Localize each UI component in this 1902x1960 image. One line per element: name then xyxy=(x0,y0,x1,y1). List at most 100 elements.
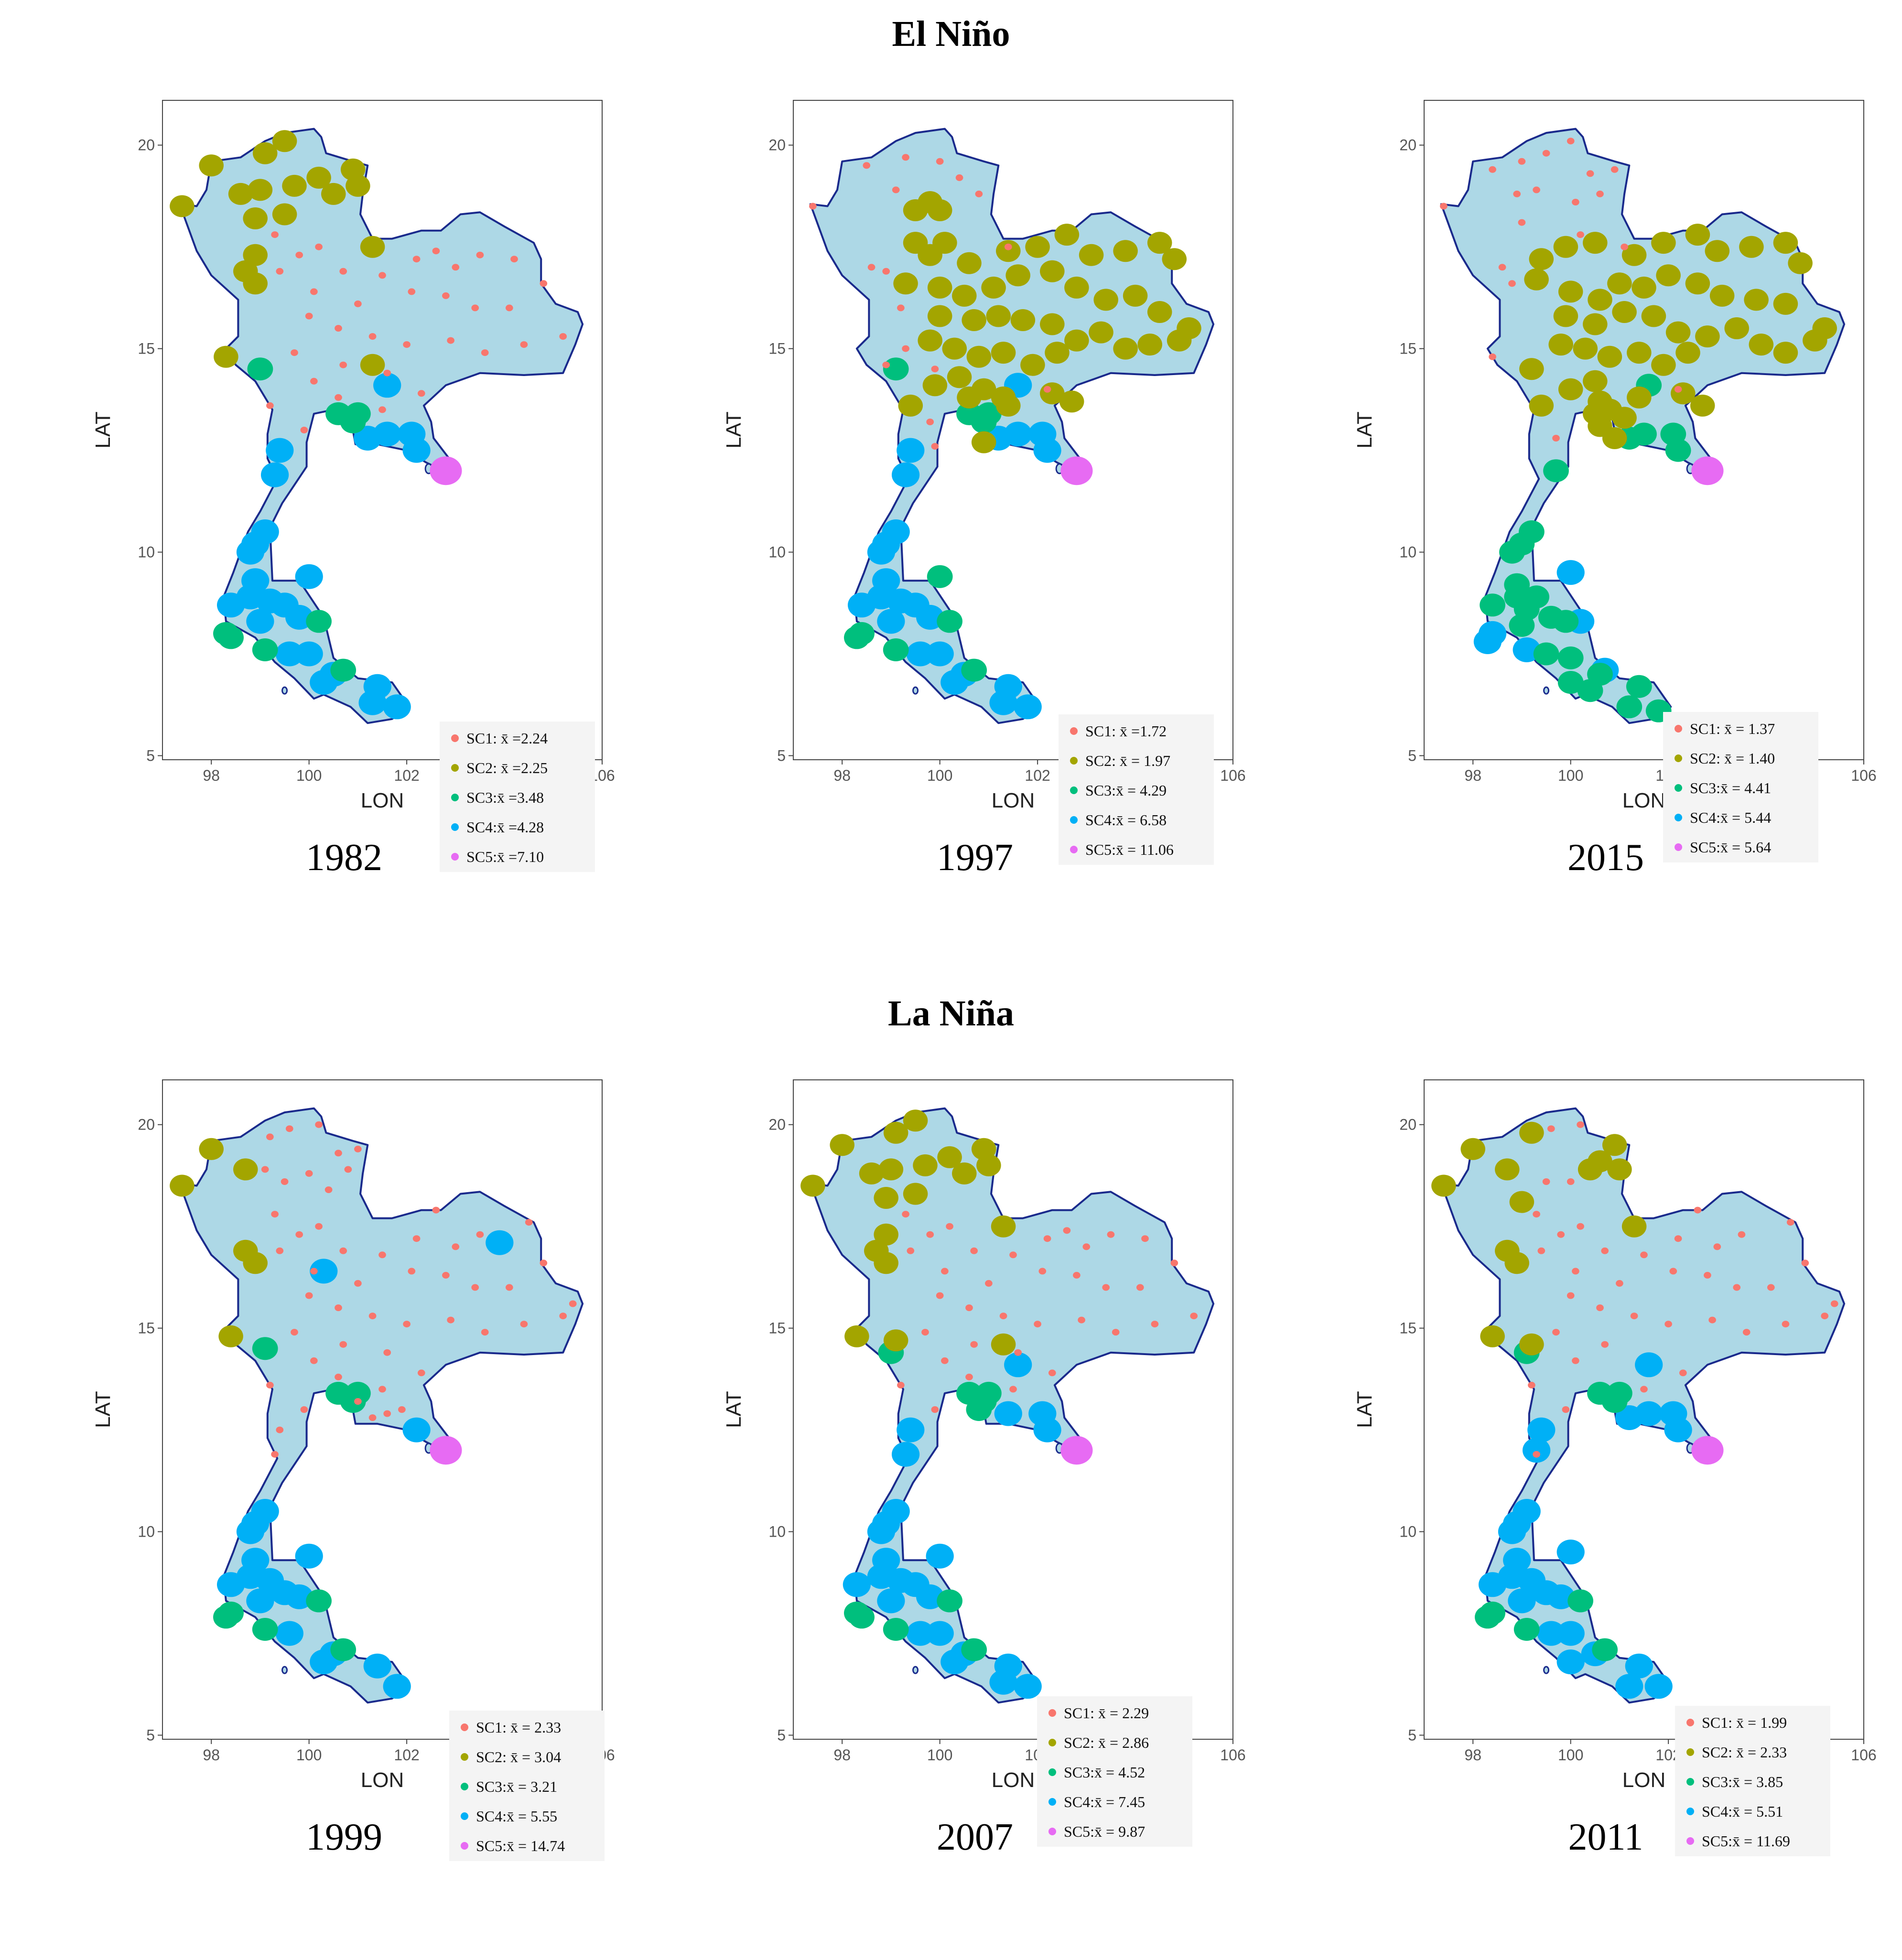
station-point-sc2 xyxy=(1553,236,1578,258)
x-tick-label: 100 xyxy=(1558,767,1583,784)
map-panel-1997: 981001021041065101520LONLATSC1: x̄ =1.72… xyxy=(688,81,1262,879)
station-point-sc2 xyxy=(1431,1174,1456,1197)
y-tick-label: 15 xyxy=(1399,340,1416,357)
y-axis-title: LAT xyxy=(1353,1391,1376,1428)
station-point-sc1 xyxy=(505,304,513,312)
station-point-sc2 xyxy=(1064,276,1089,299)
legend-box xyxy=(1037,1696,1192,1847)
year-caption: 2011 xyxy=(1568,1816,1643,1858)
station-point-sc1 xyxy=(383,369,391,377)
station-point-sc2 xyxy=(1519,1333,1544,1356)
station-point-sc2 xyxy=(800,1174,825,1197)
station-point-sc2 xyxy=(1529,394,1554,417)
x-axis-title: LON xyxy=(992,1768,1035,1792)
legend-box xyxy=(1059,714,1214,865)
station-point-sc1 xyxy=(339,268,347,275)
legend-label-sc1: SC1: x̄ =2.24 xyxy=(466,730,548,747)
station-point-sc4 xyxy=(383,694,411,720)
legend: SC1: x̄ = 1.99 SC2: x̄ = 2.33 SC3:x̄ = 3.8… xyxy=(1675,1706,1830,1856)
legend-box xyxy=(449,1711,605,1861)
legend-label-sc1: SC1: x̄ = 1.37 xyxy=(1690,720,1775,737)
station-point-sc1 xyxy=(344,1166,352,1173)
station-point-sc1 xyxy=(481,349,489,356)
station-point-sc1 xyxy=(1009,1386,1017,1393)
station-point-sc2 xyxy=(1548,334,1573,356)
station-point-sc1 xyxy=(310,377,318,385)
station-point-sc3 xyxy=(252,1337,278,1360)
station-point-sc1 xyxy=(970,1341,978,1348)
x-tick-label: 98 xyxy=(833,767,851,784)
station-point-sc3 xyxy=(218,626,244,649)
station-point-sc4 xyxy=(926,1621,954,1646)
station-point-sc1 xyxy=(975,190,983,197)
station-point-sc3 xyxy=(1631,422,1657,446)
station-point-sc2 xyxy=(966,345,992,368)
station-point-sc1 xyxy=(1674,1235,1682,1242)
station-point-sc3 xyxy=(306,1589,332,1613)
station-point-sc1 xyxy=(432,248,440,255)
station-point-sc1 xyxy=(931,366,939,373)
station-point-sc1 xyxy=(281,1178,289,1185)
station-point-sc1 xyxy=(310,1357,318,1364)
y-axis-title: LAT xyxy=(91,411,115,448)
y-axis-title: LAT xyxy=(722,411,746,448)
year-caption: 1982 xyxy=(306,837,382,879)
y-tick-label: 10 xyxy=(768,544,786,561)
legend-label-sc4: SC4:x̄ = 6.58 xyxy=(1085,811,1167,829)
x-tick-label: 102 xyxy=(394,1746,419,1764)
station-point-sc2 xyxy=(947,366,972,388)
legend-key-sc3 xyxy=(1686,1778,1694,1786)
station-point-sc3 xyxy=(883,357,909,381)
station-point-sc1 xyxy=(378,406,386,413)
station-point-sc4 xyxy=(358,690,387,715)
station-point-sc2 xyxy=(1583,370,1608,392)
station-point-sc5 xyxy=(1060,456,1093,485)
year-caption: 1997 xyxy=(937,837,1013,879)
station-point-sc1 xyxy=(452,1243,460,1250)
station-point-sc1 xyxy=(452,264,460,271)
station-point-sc1 xyxy=(1513,190,1521,197)
station-point-sc2 xyxy=(346,174,370,197)
station-point-sc3 xyxy=(961,1638,987,1661)
station-point-sc2 xyxy=(1588,1150,1612,1173)
station-point-sc1 xyxy=(339,361,347,368)
station-point-sc1 xyxy=(300,427,308,433)
legend-label-sc4: SC4:x̄ = 7.45 xyxy=(1064,1793,1145,1810)
station-point-sc1 xyxy=(261,1166,269,1173)
legend-label-sc1: SC1: x̄ = 2.33 xyxy=(476,1719,561,1736)
station-point-sc1 xyxy=(295,1231,303,1238)
station-point-sc2 xyxy=(1583,232,1608,254)
station-point-sc2 xyxy=(1665,321,1691,344)
station-point-sc2 xyxy=(170,1174,195,1197)
station-point-sc5 xyxy=(430,1436,462,1465)
station-point-sc2 xyxy=(874,1223,898,1246)
legend-key-sc5 xyxy=(1048,1828,1056,1835)
station-points xyxy=(170,130,567,720)
station-point-sc2 xyxy=(1612,407,1637,429)
station-point-sc1 xyxy=(1518,219,1526,226)
station-point-sc2 xyxy=(1558,280,1583,303)
station-point-sc1 xyxy=(305,1292,313,1299)
station-point-sc1 xyxy=(266,402,274,409)
station-point-sc1 xyxy=(867,264,875,271)
station-point-sc1 xyxy=(921,1329,929,1336)
station-point-sc3 xyxy=(1557,671,1584,694)
station-point-sc1 xyxy=(559,333,567,340)
la-nina-title: La Niña xyxy=(888,993,1014,1034)
x-tick-label: 100 xyxy=(296,767,322,784)
legend-label-sc5: SC5:x̄ = 5.64 xyxy=(1690,839,1771,856)
station-point-sc1 xyxy=(383,1349,391,1356)
legend-label-sc3: SC3:x̄ = 3.21 xyxy=(476,1778,557,1795)
station-point-sc1 xyxy=(897,1381,905,1389)
station-point-sc3 xyxy=(976,402,1002,425)
station-point-sc2 xyxy=(1627,386,1652,409)
station-point-sc4 xyxy=(926,641,954,667)
station-point-sc1 xyxy=(1601,1341,1609,1348)
station-point-sc2 xyxy=(1749,334,1774,356)
station-point-sc1 xyxy=(310,1268,318,1275)
legend-label-sc4: SC4:x̄ =4.28 xyxy=(466,818,544,836)
station-point-sc1 xyxy=(1552,435,1560,442)
station-point-sc2 xyxy=(1504,1252,1529,1274)
y-tick-label: 20 xyxy=(1399,137,1416,154)
y-tick-label: 5 xyxy=(146,1726,155,1744)
